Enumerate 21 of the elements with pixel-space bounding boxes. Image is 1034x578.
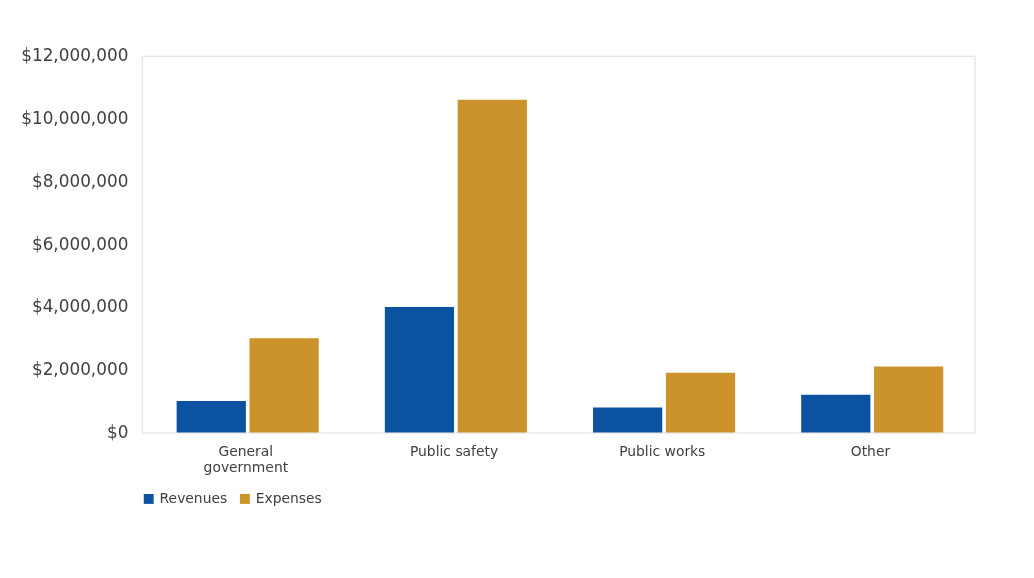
bar <box>801 394 871 433</box>
x-tick-label: General government <box>203 442 289 475</box>
y-tick-label: $10,000,000 <box>21 108 129 129</box>
legend-label: Revenues <box>159 489 228 506</box>
y-tick-label: $6,000,000 <box>31 233 129 254</box>
y-tick-label: $12,000,000 <box>21 45 129 66</box>
bar <box>176 401 246 433</box>
legend-label: Expenses <box>255 489 322 506</box>
bar <box>249 338 319 433</box>
x-tick-label: Public safety <box>409 442 499 459</box>
bar <box>457 99 527 433</box>
bar <box>874 366 944 433</box>
y-tick-label: $8,000,000 <box>31 170 129 191</box>
y-tick-label: $4,000,000 <box>31 296 129 317</box>
y-tick-label: $2,000,000 <box>31 359 129 380</box>
bar <box>384 306 455 433</box>
y-tick-label: $0 <box>106 421 129 442</box>
x-tick-label: Public works <box>619 442 706 459</box>
bar <box>593 407 663 433</box>
bar <box>665 372 736 433</box>
x-tick-label: Other <box>850 442 891 459</box>
